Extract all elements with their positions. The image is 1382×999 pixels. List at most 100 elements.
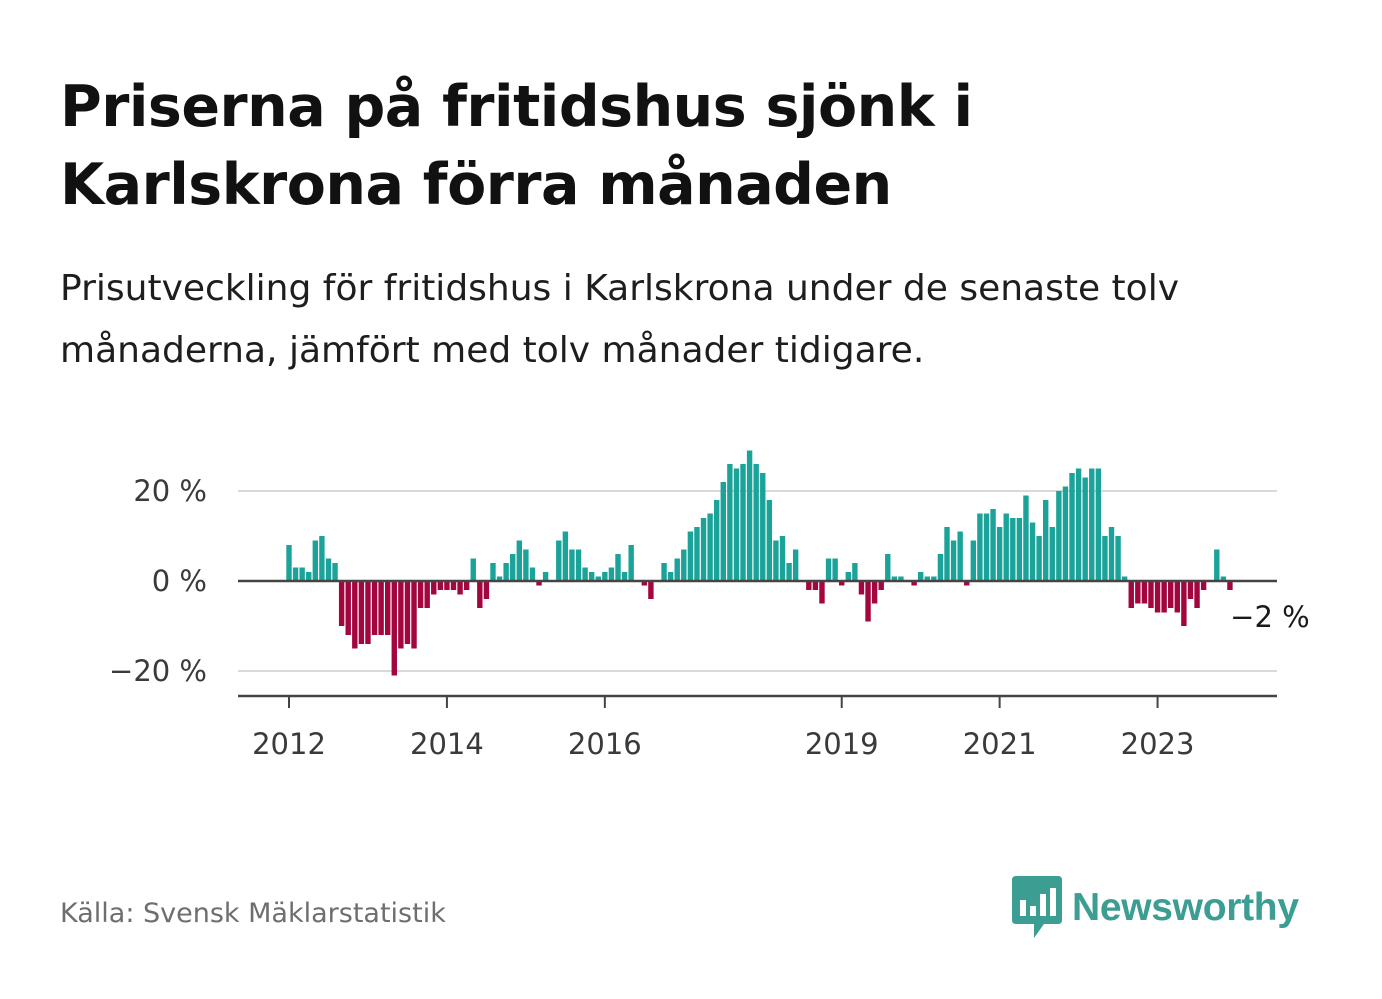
bar — [1049, 527, 1055, 581]
bar — [1003, 513, 1009, 581]
annotations: −2 % — [1230, 600, 1310, 634]
bar — [483, 581, 490, 599]
bar — [746, 450, 753, 581]
bar — [1069, 473, 1075, 581]
bar — [839, 581, 845, 586]
bar — [470, 558, 476, 581]
bar — [760, 473, 766, 581]
bar — [1220, 576, 1227, 581]
bar — [714, 500, 720, 581]
bar — [740, 464, 746, 581]
bar — [852, 563, 858, 581]
bar — [766, 500, 773, 581]
bar — [312, 540, 319, 581]
bar — [917, 572, 924, 581]
bar — [292, 567, 299, 581]
page-title: Priserna på fritidshus sjönk i Karlskron… — [60, 74, 973, 218]
bar — [1181, 581, 1187, 626]
bar — [352, 581, 358, 649]
bar — [404, 581, 411, 644]
bar — [1141, 581, 1148, 604]
bar — [1161, 581, 1167, 613]
bar — [588, 572, 595, 581]
bar — [1062, 486, 1069, 581]
bar — [411, 581, 417, 649]
bar — [858, 581, 865, 595]
bar — [1075, 468, 1082, 581]
x-tick-label: 2021 — [963, 727, 1037, 761]
bar — [1089, 468, 1095, 581]
bar — [299, 567, 305, 581]
x-tick-label: 2019 — [805, 727, 879, 761]
bar — [733, 468, 740, 581]
bar — [417, 581, 424, 608]
bar — [1187, 581, 1194, 599]
bar — [1010, 518, 1016, 581]
bar — [385, 581, 391, 635]
bar — [431, 581, 437, 595]
bar — [536, 581, 542, 586]
bar — [424, 581, 430, 608]
bar — [444, 581, 450, 590]
bar — [556, 540, 562, 581]
bar — [727, 464, 733, 581]
x-tick-label: 2023 — [1121, 727, 1195, 761]
bar — [358, 581, 365, 644]
source-note: Källa: Svensk Mäklarstatistik — [60, 898, 446, 929]
bar — [1108, 527, 1115, 581]
bar — [819, 581, 825, 604]
y-tick-label: 0 % — [152, 564, 207, 598]
bar — [1200, 581, 1207, 590]
bar — [661, 563, 667, 581]
bar — [812, 581, 819, 590]
x-tick-label: 2014 — [410, 727, 484, 761]
bar — [667, 572, 674, 581]
bar — [306, 572, 312, 581]
bar — [931, 576, 937, 581]
brand-logo: Newsworthy — [1012, 876, 1299, 940]
bar — [391, 581, 397, 676]
bar — [1102, 536, 1108, 581]
bar — [1095, 468, 1102, 581]
bar — [792, 549, 799, 581]
bar — [779, 536, 786, 581]
x-tick-label: 2016 — [568, 727, 642, 761]
bar — [437, 581, 444, 590]
bar — [707, 513, 713, 581]
bar — [1154, 581, 1161, 613]
bar — [378, 581, 384, 635]
bar — [595, 576, 601, 581]
bar — [1135, 581, 1141, 604]
bar — [562, 531, 569, 581]
bar — [950, 540, 957, 581]
bar — [608, 567, 615, 581]
bar — [602, 572, 608, 581]
bar — [832, 558, 838, 581]
bar — [871, 581, 878, 604]
bar — [924, 576, 930, 581]
bar — [332, 563, 338, 581]
bar — [463, 581, 470, 590]
bar — [970, 540, 977, 581]
bar — [569, 549, 575, 581]
bar — [700, 518, 707, 581]
bar — [450, 581, 457, 590]
bar — [648, 581, 654, 599]
bar — [286, 545, 292, 581]
bar — [345, 581, 351, 635]
bar — [575, 549, 582, 581]
bar — [957, 531, 963, 581]
bar — [1056, 491, 1062, 581]
bar — [885, 554, 891, 581]
bar — [1043, 500, 1049, 581]
bar — [371, 581, 378, 635]
bar — [845, 572, 851, 581]
bar — [1194, 581, 1200, 608]
bar — [529, 567, 536, 581]
y-tick-label: −20 % — [109, 654, 207, 688]
bar — [694, 527, 700, 581]
bar — [891, 576, 898, 581]
bar — [503, 563, 509, 581]
bar — [477, 581, 483, 608]
bar — [1082, 477, 1088, 581]
